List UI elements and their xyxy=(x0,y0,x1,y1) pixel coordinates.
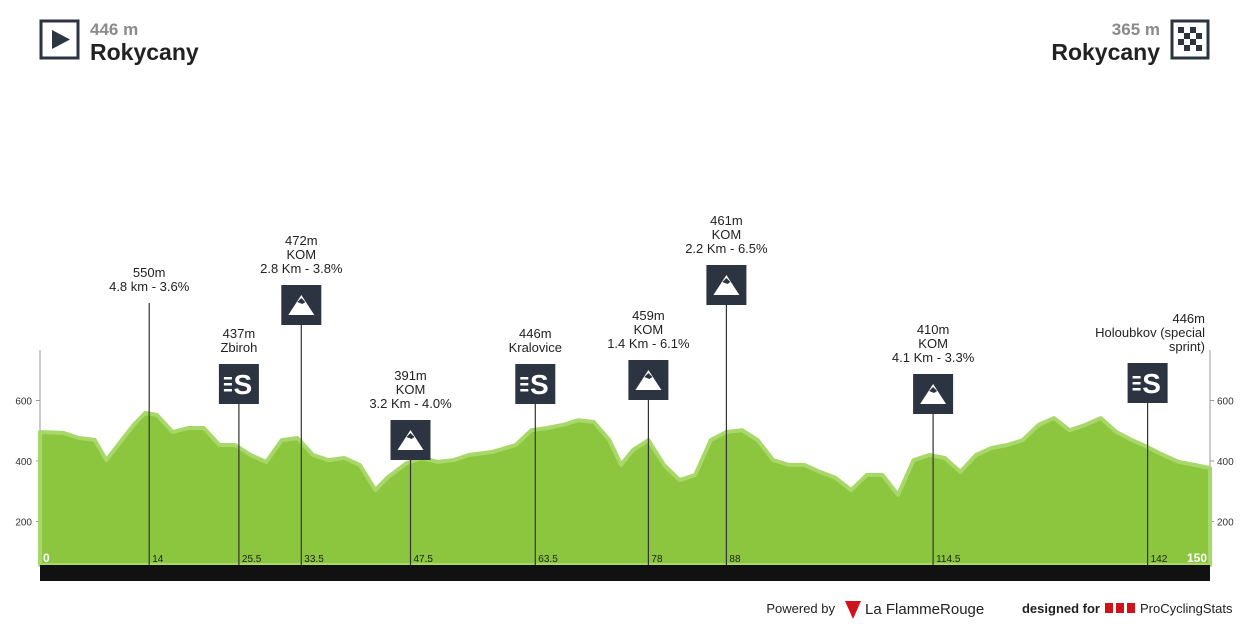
sprint-s: S xyxy=(530,369,549,400)
elevation-area xyxy=(38,410,1212,567)
footer-site: ProCyclingStats xyxy=(1140,601,1233,616)
marker-label: 4.8 km - 3.6% xyxy=(109,279,190,294)
sprint-line xyxy=(223,383,232,386)
start-icon-arrow xyxy=(52,30,70,49)
marker-label: 3.2 Km - 4.0% xyxy=(369,396,452,411)
marker-label: 1.4 Km - 6.1% xyxy=(607,336,690,351)
marker-label: 461m xyxy=(710,213,743,228)
x-end-label: 150 xyxy=(1187,551,1207,565)
start-name: Rokycany xyxy=(90,39,199,65)
sprint-line xyxy=(1132,376,1141,379)
sprint-s: S xyxy=(234,369,253,400)
start-elevation: 446 m xyxy=(90,20,138,39)
footer-powered: Powered by xyxy=(766,601,835,616)
sprint-line xyxy=(520,389,529,392)
y-tick-label: 200 xyxy=(15,518,32,529)
kom-snow xyxy=(644,373,653,379)
sprint-line xyxy=(1132,382,1141,385)
marker-label: KOM xyxy=(918,336,948,351)
marker-label: 472m xyxy=(285,233,318,248)
marker-label: 446m xyxy=(1172,311,1205,326)
y-tick-label: 400 xyxy=(1217,457,1234,468)
marker-label: Kralovice xyxy=(509,340,562,355)
site-logo xyxy=(1105,603,1135,613)
kom-mountain xyxy=(288,295,315,315)
marker-label: 4.1 Km - 3.3% xyxy=(892,350,975,365)
footer-designed: designed for xyxy=(1022,601,1100,616)
x-tick-label: 14 xyxy=(152,554,164,565)
sprint-line xyxy=(223,389,232,392)
marker-label: Holoubkov (special xyxy=(1095,325,1205,340)
road-bar xyxy=(40,565,1210,581)
kom-snow xyxy=(406,433,415,439)
start-icon xyxy=(39,19,80,60)
kom-snow xyxy=(722,278,731,284)
marker-label: 446m xyxy=(519,326,552,341)
marker-label: 410m xyxy=(917,322,950,337)
marker-label: 550m xyxy=(133,265,166,280)
y-tick-label: 600 xyxy=(15,397,32,408)
kom-mountain xyxy=(920,384,947,404)
kom-mountain xyxy=(635,370,662,390)
marker-label: sprint) xyxy=(1169,339,1205,354)
y-tick-label: 600 xyxy=(1217,397,1234,408)
sprint-s: S xyxy=(1142,368,1161,399)
x-tick-label: 63.5 xyxy=(538,554,558,565)
marker-label: KOM xyxy=(712,227,742,242)
x-tick-label: 25.5 xyxy=(242,554,262,565)
sprint-line xyxy=(520,377,529,380)
kom-snow xyxy=(297,298,306,304)
marker-label: KOM xyxy=(396,382,426,397)
y-tick-label: 200 xyxy=(1217,518,1234,529)
marker-label: 391m xyxy=(394,368,427,383)
x-tick-label: 88 xyxy=(729,554,741,565)
marker-label: 437m xyxy=(223,326,256,341)
sprint-line xyxy=(223,377,232,380)
x-tick-label: 78 xyxy=(651,554,663,565)
kom-mountain xyxy=(713,275,740,295)
kom-snow xyxy=(929,387,938,393)
marker-label: Zbiroh xyxy=(220,340,257,355)
marker-label: KOM xyxy=(634,322,664,337)
sprint-line xyxy=(1132,388,1141,391)
y-tick-label: 400 xyxy=(15,457,32,468)
x-tick-label: 47.5 xyxy=(414,554,434,565)
brand-logo xyxy=(845,601,861,619)
sprint-line xyxy=(520,383,529,386)
x-start-label: 0 xyxy=(43,551,50,565)
finish-name: Rokycany xyxy=(1051,39,1160,65)
footer-brand: La FlammeRouge xyxy=(865,601,984,618)
marker-label: KOM xyxy=(286,247,316,262)
kom-mountain xyxy=(397,430,424,450)
x-tick-label: 33.5 xyxy=(304,554,324,565)
marker-label: 2.8 Km - 3.8% xyxy=(260,261,343,276)
finish-elevation: 365 m xyxy=(1112,20,1160,39)
x-tick-label: 114.5 xyxy=(936,554,961,565)
marker-label: 2.2 Km - 6.5% xyxy=(685,241,768,256)
finish-checker xyxy=(1178,27,1202,51)
x-tick-label: 142 xyxy=(1151,554,1168,565)
marker-label: 459m xyxy=(632,308,665,323)
